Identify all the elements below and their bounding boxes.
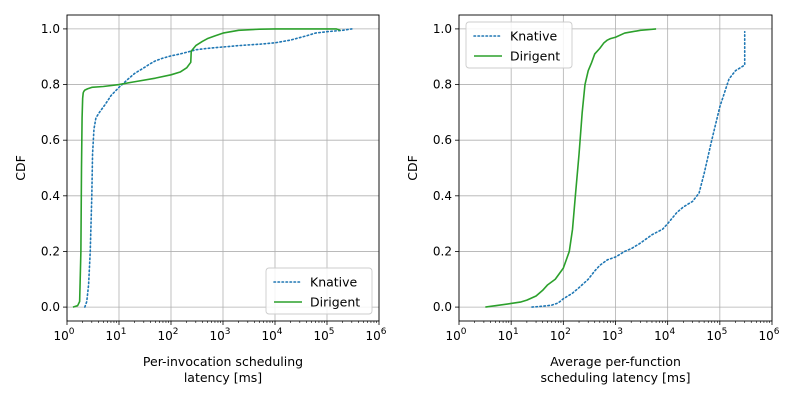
x-tick-label-exponent: 0 [461, 327, 467, 337]
legend: Knative Dirigent [465, 21, 573, 69]
legend-label-knative: Knative [310, 275, 358, 290]
legend-label-dirigent: Dirigent [510, 49, 560, 64]
x-tick-label-base: 10 [550, 329, 565, 343]
y-tick-label: 0.4 [433, 189, 452, 203]
x-tick-label: 105 [706, 327, 727, 343]
x-tick-label-base: 10 [53, 329, 68, 343]
x-tick-label-base: 10 [105, 329, 120, 343]
y-tick-label: 0.8 [41, 78, 60, 92]
x-axis-label: Per-invocation scheduling [143, 354, 303, 369]
y-tick-label: 0.0 [41, 300, 60, 314]
y-tick-label: 0.2 [41, 244, 60, 258]
x-tick-label: 102 [157, 327, 178, 343]
y-tick-label: 0.4 [41, 189, 60, 203]
x-tick-label-base: 10 [313, 329, 328, 343]
x-tick-label-exponent: 5 [329, 327, 335, 337]
x-tick-label-base: 10 [602, 329, 617, 343]
y-tick-label: 1.0 [41, 22, 60, 36]
y-tick-label: 0.6 [433, 133, 452, 147]
y-axis-label: CDF [13, 155, 28, 181]
legend-label-dirigent: Dirigent [310, 295, 360, 310]
x-tick-label-exponent: 4 [277, 327, 283, 337]
x-tick-label: 102 [550, 327, 571, 343]
x-tick-label: 106 [365, 327, 386, 343]
x-tick-label-base: 10 [758, 329, 773, 343]
y-tick-label: 0.2 [433, 244, 452, 258]
x-tick-label: 104 [261, 327, 282, 343]
x-tick-label: 103 [209, 327, 230, 343]
x-tick-label: 101 [498, 327, 519, 343]
y-tick-label: 0.8 [433, 78, 452, 92]
x-tick-label: 100 [53, 327, 74, 343]
x-tick-label-base: 10 [261, 329, 276, 343]
x-axis-label: latency [ms] [184, 370, 262, 385]
x-tick-label-base: 10 [157, 329, 172, 343]
y-tick-label: 1.0 [433, 22, 452, 36]
x-tick-label-exponent: 1 [513, 327, 519, 337]
x-tick-label-exponent: 6 [774, 327, 780, 337]
series-line-knative [531, 30, 746, 308]
x-tick-label-exponent: 1 [121, 327, 127, 337]
x-tick-label: 103 [602, 327, 623, 343]
x-tick-label-base: 10 [445, 329, 460, 343]
series-line-dirigent [72, 28, 341, 308]
y-tick-label: 0.6 [41, 133, 60, 147]
x-tick-label-exponent: 0 [69, 327, 75, 337]
x-tick-label: 104 [654, 327, 675, 343]
x-axis-label: Average per-function [550, 354, 681, 369]
series-line-dirigent [485, 28, 657, 308]
x-tick-label-base: 10 [209, 329, 224, 343]
legend: Knative Dirigent [265, 267, 373, 315]
series-line-knative [84, 28, 353, 308]
x-tick-label-exponent: 3 [225, 327, 231, 337]
x-tick-label-exponent: 3 [617, 327, 623, 337]
x-tick-label-exponent: 6 [381, 327, 387, 337]
x-tick-label-base: 10 [654, 329, 669, 343]
x-tick-label-base: 10 [706, 329, 721, 343]
x-tick-label-base: 10 [498, 329, 513, 343]
x-tick-label: 100 [445, 327, 466, 343]
x-tick-label-exponent: 2 [565, 327, 571, 337]
x-tick-label: 105 [313, 327, 334, 343]
legend-label-knative: Knative [510, 29, 558, 44]
chart-panel-2: 100 101 102 103 104 105 1060.00.20.40.60.81.0A… [405, 14, 780, 385]
x-tick-label-exponent: 4 [669, 327, 675, 337]
y-axis-label: CDF [405, 155, 420, 181]
x-tick-label: 101 [105, 327, 126, 343]
chart-panel-1: 100 101 102 103 104 105 1060.00.20.40.60.81.0P… [13, 14, 387, 385]
x-tick-label-exponent: 5 [722, 327, 728, 337]
x-tick-label-exponent: 2 [173, 327, 179, 337]
x-axis-label: scheduling latency [ms] [541, 370, 691, 385]
x-tick-label-base: 10 [365, 329, 380, 343]
y-tick-label: 0.0 [433, 300, 452, 314]
x-tick-label: 106 [758, 327, 779, 343]
